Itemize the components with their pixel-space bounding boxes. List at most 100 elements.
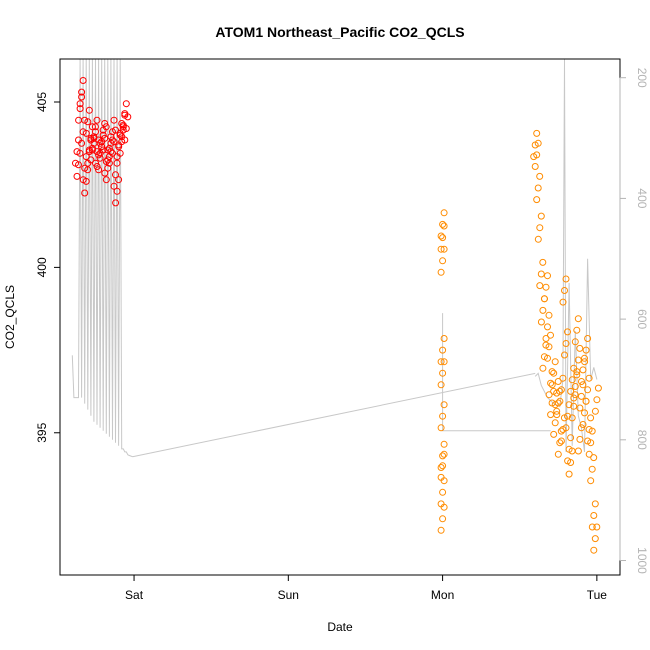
data-point — [590, 512, 598, 519]
data-point — [439, 515, 447, 523]
data-point — [545, 343, 553, 351]
data-point — [101, 169, 109, 177]
data-point — [567, 434, 575, 442]
data-point — [440, 450, 448, 458]
data-point — [112, 199, 120, 207]
data-point — [95, 151, 103, 159]
data-point — [104, 164, 112, 172]
right-axis: 200 400 600 800 1000 — [619, 68, 649, 574]
data-point — [539, 306, 547, 314]
data-point — [573, 368, 581, 376]
data-point — [116, 131, 124, 139]
x-tick-label: Sat — [125, 588, 144, 602]
x-axis: Sat Sun Mon Tue — [125, 574, 608, 602]
data-point — [585, 374, 593, 382]
data-point — [557, 427, 565, 435]
data-point — [565, 401, 573, 409]
data-point — [76, 149, 84, 157]
data-point — [110, 116, 118, 124]
data-point — [567, 459, 575, 466]
data-point — [533, 129, 541, 137]
data-point — [554, 399, 562, 407]
data-point — [557, 437, 565, 445]
x-tick-label: Tue — [587, 588, 608, 602]
data-point — [542, 335, 550, 342]
data-point — [564, 412, 571, 420]
data-point — [96, 154, 104, 162]
data-point — [440, 358, 448, 366]
data-point — [440, 503, 448, 511]
data-point — [544, 323, 551, 331]
data-point — [122, 100, 130, 108]
y-tick-label: 400 — [35, 257, 49, 277]
data-point — [101, 134, 109, 142]
secondary-line-path — [132, 372, 536, 458]
data-point — [536, 282, 544, 290]
data-point — [574, 356, 582, 364]
data-point — [112, 126, 119, 134]
data-point — [548, 381, 556, 389]
data-point — [87, 156, 95, 164]
data-point — [550, 369, 558, 377]
data-point — [88, 146, 96, 154]
data-point — [588, 523, 596, 531]
data-point — [562, 275, 570, 283]
data-point — [539, 258, 547, 266]
data-point — [576, 435, 584, 443]
data-point — [439, 257, 447, 265]
data-point — [559, 298, 567, 306]
data-point — [101, 120, 109, 127]
data-point — [537, 318, 545, 326]
data-point — [574, 447, 582, 455]
right-tick-label: 1000 — [635, 547, 649, 574]
data-point — [565, 470, 573, 478]
data-point — [545, 311, 553, 319]
data-point — [81, 189, 89, 197]
secondary-line-path — [71, 58, 133, 458]
secondary-line-path — [442, 313, 551, 432]
data-point — [573, 326, 581, 334]
data-point — [73, 172, 81, 180]
data-point — [124, 113, 132, 121]
data-point — [536, 224, 544, 232]
data-point — [561, 287, 568, 294]
data-point — [564, 328, 571, 336]
data-point — [437, 358, 445, 366]
data-point — [547, 331, 554, 339]
x-tick-label: Mon — [431, 588, 454, 602]
data-point — [559, 374, 567, 382]
data-point — [568, 414, 576, 422]
data-point — [554, 450, 562, 458]
y-tick-label: 395 — [35, 422, 49, 442]
data-point — [82, 129, 90, 137]
data-point — [75, 161, 82, 169]
data-point — [440, 477, 448, 485]
data-point — [92, 128, 99, 136]
data-point — [579, 381, 587, 389]
data-point — [534, 139, 542, 147]
data-point — [84, 166, 92, 174]
data-point — [531, 163, 539, 170]
data-point — [556, 439, 564, 447]
data-point — [105, 159, 113, 167]
data-point — [547, 379, 555, 387]
points-layer — [72, 77, 602, 554]
data-point — [122, 125, 130, 132]
x-tick-label: Sun — [278, 588, 299, 602]
data-point — [587, 414, 595, 422]
data-point — [537, 212, 545, 220]
data-point — [590, 546, 598, 554]
data-point — [544, 354, 551, 362]
data-point — [585, 450, 593, 458]
data-point — [553, 407, 561, 415]
data-point — [581, 354, 588, 362]
data-point — [440, 335, 448, 342]
data-point — [112, 171, 119, 179]
data-point — [587, 439, 595, 447]
data-point — [107, 133, 115, 141]
data-point — [567, 387, 575, 395]
data-point — [84, 118, 92, 126]
data-point — [534, 235, 542, 243]
data-point — [96, 139, 104, 147]
